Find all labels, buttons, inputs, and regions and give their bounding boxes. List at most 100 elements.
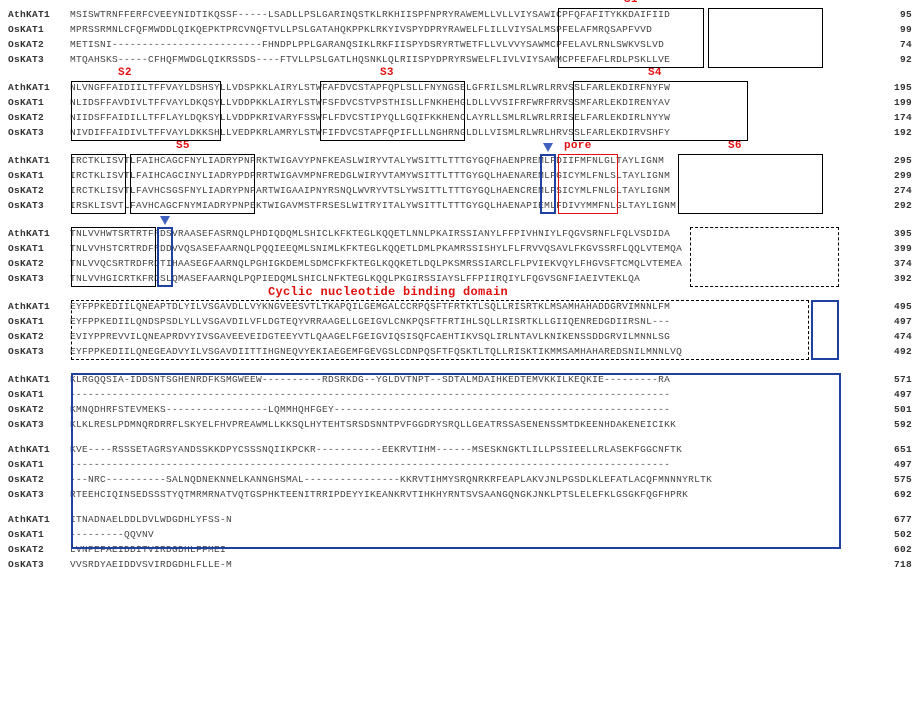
domain-label: S2 xyxy=(118,68,132,79)
sequence-row: AthKAT1ITNADNAELDDLDVLWDGDHLYFSS-N677 xyxy=(8,513,912,527)
sequence-row: OsKAT2IRCTKLISVTLFAVHCSGSFNYLIADRYPNPART… xyxy=(8,184,912,198)
sequence-row: OsKAT1TNLVVHSTCRTRDFRDDVVQSASEFAARNQLPQQ… xyxy=(8,242,912,256)
position-number: 95 xyxy=(882,10,912,20)
arrow-icon xyxy=(160,216,170,225)
sequence-row: OsKAT3RTEEHCIQINSEDSSSTYQTMRMRNATVQTGSPH… xyxy=(8,488,912,502)
sequence-text: VVSRDYAEIDDVSVIRDGDHLFLLE-M xyxy=(70,560,878,570)
position-number: 592 xyxy=(882,420,912,430)
position-number: 274 xyxy=(882,186,912,196)
sequence-row: OsKAT1----------------------------------… xyxy=(8,458,912,472)
protein-label: OsKAT3 xyxy=(8,201,70,211)
protein-label: OsKAT2 xyxy=(8,259,70,269)
protein-label: AthKAT1 xyxy=(8,83,70,93)
position-number: 399 xyxy=(882,244,912,254)
domain-label: S1 xyxy=(624,0,638,6)
position-number: 192 xyxy=(882,128,912,138)
sequence-row: OsKAT2EVIYPPREVVILQNEAPRDVYIVSGAVEEVEIDG… xyxy=(8,330,912,344)
position-number: 199 xyxy=(882,98,912,108)
position-number: 374 xyxy=(882,259,912,269)
position-number: 497 xyxy=(882,317,912,327)
sequence-text: IRCTKLISVTLFAIHCAGCINYLIADRYPDPRRTWIGAVM… xyxy=(70,171,878,181)
protein-label: OsKAT2 xyxy=(8,475,70,485)
sequence-row: OsKAT2TNLVVQCSRTRDFRDTIHAASEGFAARNQLPGHI… xyxy=(8,257,912,271)
sequence-row: OsKAT1----------------------------------… xyxy=(8,388,912,402)
position-number: 497 xyxy=(882,460,912,470)
protein-label: OsKAT1 xyxy=(8,530,70,540)
sequence-text: METISNI-------------------------FHNDPLPP… xyxy=(70,40,878,50)
alignment-block: S2S3S4AthKAT1NLVNGFFAIDIILTFFVAYLDSHSYLL… xyxy=(8,81,912,140)
sequence-text: ---NRC----------SALNQDNEKNNELKANNGHSMAL-… xyxy=(70,475,878,485)
protein-label: AthKAT1 xyxy=(8,229,70,239)
sequence-row: OsKAT3VVSRDYAEIDDVSVIRDGDHLFLLE-M718 xyxy=(8,558,912,572)
position-number: 395 xyxy=(882,229,912,239)
protein-label: AthKAT1 xyxy=(8,515,70,525)
sequence-text: RTEEHCIQINSEDSSSTYQTMRMRNATVQTGSPHKTEENI… xyxy=(70,490,878,500)
sequence-row: OsKAT1---------QQVNV502 xyxy=(8,528,912,542)
domain-label: S6 xyxy=(728,141,742,152)
sequence-row: OsKAT1EYFPPKEDIILQNDSPSDLYLLVSGAVDILVFLD… xyxy=(8,315,912,329)
protein-label: AthKAT1 xyxy=(8,375,70,385)
position-number: 651 xyxy=(882,445,912,455)
protein-label: OsKAT1 xyxy=(8,460,70,470)
sequence-row: OsKAT1NLIDSFFAVDIVLTFFVAYLDKQSYLLVDDPKKL… xyxy=(8,96,912,110)
sequence-text: NIVDIFFAIDIVLTFFVAYLDKKSHLLVEDPKRLAMRYLS… xyxy=(70,128,878,138)
sequence-text: ----------------------------------------… xyxy=(70,460,878,470)
sequence-row: OsKAT1MPRSSRMNLCFQFMWDDLQIKQEPKTPRCVNQFT… xyxy=(8,23,912,37)
sequence-row: AthKAT1NLVNGFFAIDIILTFFVAYLDSHSYLLVDSPKK… xyxy=(8,81,912,95)
position-number: 92 xyxy=(882,55,912,65)
domain-label: S5 xyxy=(176,141,190,152)
sequence-text: ---------QQVNV xyxy=(70,530,878,540)
cnbd-label: Cyclic nucleotide binding domain xyxy=(268,286,508,298)
sequence-row: OsKAT3KLKLRESLPDMNQRDRRFLSKYELFHVPREAWML… xyxy=(8,418,912,432)
alignment-block: AthKAT1KLRGQQSIA-IDDSNTSGHENRDFKSMGWEEW-… xyxy=(8,373,912,572)
sequence-text: MPRSSRMNLCFQFMWDDLQIKQEPKTPRCVNQFTVLLPSL… xyxy=(70,25,878,35)
sequence-text: EYFPPKEDIILQNEGEADVYILVSGAVDIITTIHGNEQVY… xyxy=(70,347,878,357)
sequence-row: OsKAT2LVNPEFAEIDDITVIRDGDHLFFMEI602 xyxy=(8,543,912,557)
sequence-text: TNLVVHSTCRTRDFRDDVVQSASEFAARNQLPQQIEEQML… xyxy=(70,244,878,254)
position-number: 295 xyxy=(882,156,912,166)
position-number: 99 xyxy=(882,25,912,35)
position-number: 575 xyxy=(882,475,912,485)
position-number: 492 xyxy=(882,347,912,357)
protein-label: OsKAT3 xyxy=(8,274,70,284)
protein-label: OsKAT3 xyxy=(8,128,70,138)
position-number: 292 xyxy=(882,201,912,211)
sequence-text: EYFPPKEDIILQNEAPTDLYILVSGAVDLLVYKNGVEESV… xyxy=(70,302,878,312)
position-number: 677 xyxy=(882,515,912,525)
protein-label: AthKAT1 xyxy=(8,10,70,20)
sequence-text: EVIYPPREVVILQNEAPRDVYIVSGAVEEVEIDGTEEYVT… xyxy=(70,332,878,342)
sequence-row: AthKAT1MSISWTRNFFERFCVEEYNIDTIKQSSF-----… xyxy=(8,8,912,22)
protein-label: OsKAT1 xyxy=(8,390,70,400)
domain-label: S3 xyxy=(380,68,394,79)
sequence-text: TNLVVQCSRTRDFRDTIHAASEGFAARNQLPGHIGKDEML… xyxy=(70,259,878,269)
position-number: 602 xyxy=(882,545,912,555)
sequence-text: IRSKLISVTLFAVHCAGCFNYMIADRYPNPEKTWIGAVMS… xyxy=(70,201,878,211)
sequence-text: EYFPPKEDIILQNDSPSDLYLLVSGAVDILVFLDGTEQYV… xyxy=(70,317,878,327)
arrow-icon xyxy=(543,143,553,152)
position-number: 195 xyxy=(882,83,912,93)
sequence-row: AthKAT1IRCTKLISVTLFAIHCAGCFNYLIADRYPNPRK… xyxy=(8,154,912,168)
sequence-text: IRCTKLISVTLFAIHCAGCFNYLIADRYPNPRKTWIGAVY… xyxy=(70,156,878,166)
sequence-text: NLVNGFFAIDIILTFFVAYLDSHSYLLVDSPKKLAIRYLS… xyxy=(70,83,878,93)
position-number: 74 xyxy=(882,40,912,50)
sequence-row: OsKAT1IRCTKLISVTLFAIHCAGCINYLIADRYPDPRRT… xyxy=(8,169,912,183)
sequence-row: OsKAT3MTQAHSKS-----CFHQFMWDGLQIKRSSDS---… xyxy=(8,53,912,67)
position-number: 718 xyxy=(882,560,912,570)
protein-label: OsKAT1 xyxy=(8,98,70,108)
position-number: 474 xyxy=(882,332,912,342)
sequence-row: AthKAT1KLRGQQSIA-IDDSNTSGHENRDFKSMGWEEW-… xyxy=(8,373,912,387)
sequence-text: MSISWTRNFFERFCVEEYNIDTIKQSSF-----LSADLLP… xyxy=(70,10,878,20)
protein-label: OsKAT2 xyxy=(8,545,70,555)
domain-label: pore xyxy=(564,141,592,152)
sequence-text: TNLVVHGICRTKFRDSLQMASEFAARNQLPQPIEDQMLSH… xyxy=(70,274,878,284)
sequence-text: MTQAHSKS-----CFHQFMWDGLQIKRSSDS----FTVLL… xyxy=(70,55,878,65)
protein-label: OsKAT3 xyxy=(8,55,70,65)
sequence-row: OsKAT2KMNQDHRFSTEVMEKS-----------------L… xyxy=(8,403,912,417)
position-number: 299 xyxy=(882,171,912,181)
alignment-block: S1AthKAT1MSISWTRNFFERFCVEEYNIDTIKQSSF---… xyxy=(8,8,912,67)
sequence-row: OsKAT3IRSKLISVTLFAVHCAGCFNYMIADRYPNPEKTW… xyxy=(8,199,912,213)
protein-label: OsKAT1 xyxy=(8,25,70,35)
position-number: 392 xyxy=(882,274,912,284)
alignment-block: Cyclic nucleotide binding domainAthKAT1E… xyxy=(8,300,912,359)
sequence-row: AthKAT1EYFPPKEDIILQNEAPTDLYILVSGAVDLLVYK… xyxy=(8,300,912,314)
